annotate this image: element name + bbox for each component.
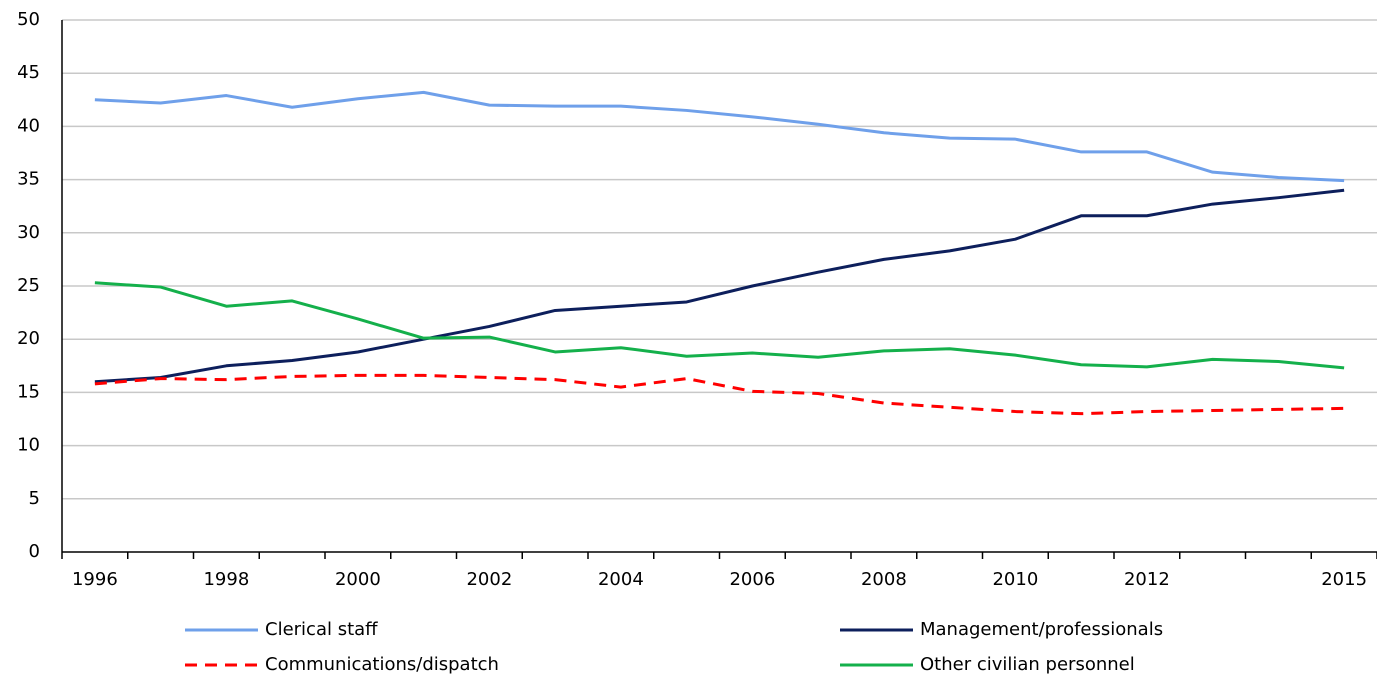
- legend-label: Clerical staff: [265, 619, 378, 640]
- x-tick-label: 2002: [466, 569, 512, 590]
- y-tick-label: 15: [17, 381, 40, 402]
- x-tick-label: 1998: [203, 569, 249, 590]
- y-tick-label: 10: [17, 435, 40, 456]
- x-tick-label: 2000: [335, 569, 381, 590]
- y-tick-label: 0: [29, 541, 40, 562]
- y-tick-label: 30: [17, 222, 40, 243]
- y-tick-label: 40: [17, 115, 40, 136]
- line-series: [94, 373, 1345, 416]
- y-tick-label: 45: [17, 62, 40, 83]
- y-tick-label: 50: [17, 9, 40, 30]
- x-tick-label: 2012: [1124, 569, 1170, 590]
- line-series: [94, 281, 1345, 370]
- x-tick-label: 2015: [1321, 569, 1367, 590]
- legend-label: Communications/dispatch: [265, 654, 499, 675]
- x-tick-label: 2004: [598, 569, 644, 590]
- x-tick-label: 2006: [729, 569, 775, 590]
- legend-label: Other civilian personnel: [920, 654, 1135, 675]
- x-tick-label: 2010: [992, 569, 1038, 590]
- y-tick-label: 20: [17, 328, 40, 349]
- x-tick-label: 1996: [72, 569, 118, 590]
- y-tick-label: 35: [17, 169, 40, 190]
- y-tick-label: 25: [17, 275, 40, 296]
- y-tick-label: 5: [29, 488, 40, 509]
- legend-label: Management/professionals: [920, 619, 1163, 640]
- line-series: [94, 90, 1345, 183]
- line-series: [94, 188, 1345, 384]
- x-tick-label: 2008: [861, 569, 907, 590]
